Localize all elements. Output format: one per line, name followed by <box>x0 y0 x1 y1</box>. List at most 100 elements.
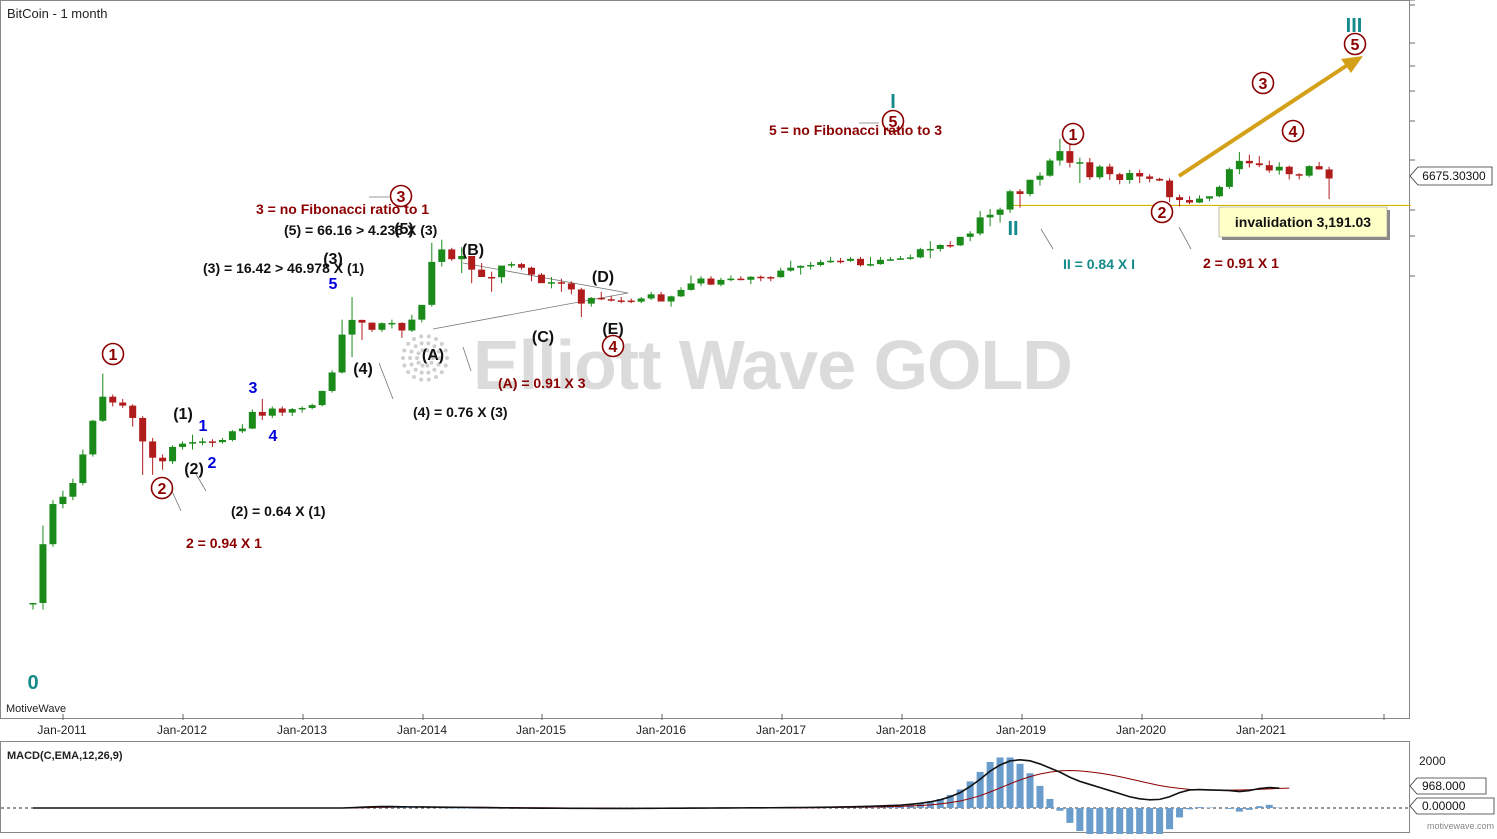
candle-103 <box>1056 139 1063 166</box>
candle-64 <box>668 296 675 307</box>
candle-97 <box>997 208 1004 223</box>
candle-124 <box>1266 161 1273 173</box>
candle-115 <box>1176 195 1183 207</box>
wave-label-29: I <box>890 91 896 113</box>
macd-hist-bar-107 <box>1096 808 1103 834</box>
candle-90 <box>927 241 934 258</box>
candle-27 <box>299 406 306 412</box>
wave-label-11: 5 <box>329 276 338 293</box>
candle-71 <box>737 276 744 280</box>
candle-35 <box>378 322 385 332</box>
candle-18 <box>209 439 216 447</box>
wave-label-22: (B) <box>462 242 484 259</box>
chart-title: BitCoin - 1 month <box>7 6 107 21</box>
label-connector-2 <box>379 363 393 399</box>
macd-hist-bar-101 <box>1036 786 1043 808</box>
wave-label-31: II = 0.84 X I <box>1063 256 1135 272</box>
candle-4 <box>69 479 76 500</box>
candle-70 <box>727 275 734 281</box>
candle-14 <box>169 445 176 464</box>
candle-42 <box>448 248 455 261</box>
macd-hist-bar-108 <box>1106 808 1113 834</box>
candle-26 <box>289 408 296 416</box>
candle-31 <box>339 320 346 374</box>
price-axis[interactable]: 6675.30300 <box>1410 0 1497 719</box>
label-connector-3 <box>463 347 471 371</box>
candle-59 <box>618 297 625 303</box>
wave-label-38: III <box>1346 15 1363 37</box>
candle-32 <box>349 297 356 357</box>
wave-label-28: 5 = no Fibonacci ratio to 3 <box>769 122 942 138</box>
candle-36 <box>388 320 395 329</box>
candle-101 <box>1036 172 1043 185</box>
candle-37 <box>398 322 405 338</box>
candle-122 <box>1246 155 1253 168</box>
macd-hist-bar-114 <box>1166 808 1173 829</box>
candle-118 <box>1206 196 1213 201</box>
time-tick-2: Jan-2013 <box>277 723 327 737</box>
wave-label-5: (2) <box>184 461 204 478</box>
candle-111 <box>1136 170 1143 183</box>
macd-hist-bar-103 <box>1056 808 1063 811</box>
candle-11 <box>139 416 146 475</box>
candle-69 <box>717 278 724 286</box>
watermark: Elliott Wave GOLD <box>473 326 1072 404</box>
candle-109 <box>1116 173 1123 184</box>
svg-text:3: 3 <box>1259 76 1268 93</box>
candle-80 <box>827 257 834 263</box>
candle-63 <box>658 292 665 302</box>
candle-123 <box>1256 156 1263 167</box>
wave-label-21: (A) = 0.91 X 3 <box>498 375 586 391</box>
macd-hist-bar-123 <box>1256 806 1263 808</box>
price-chart[interactable]: BitCoin - 1 month MotiveWave Elliott Wave … <box>1 1 1411 720</box>
macd-axis-tick: 2000 <box>1419 754 1446 768</box>
candle-106 <box>1086 158 1093 180</box>
wave-label-6: (2) = 0.64 X (1) <box>231 503 326 519</box>
candle-29 <box>319 391 326 407</box>
wave-label-13: (3) = 16.42 > 46.978 X (1) <box>203 260 364 276</box>
label-connector-6 <box>1041 229 1053 249</box>
candle-17 <box>199 438 206 445</box>
candle-44 <box>468 256 475 283</box>
svg-text:4: 4 <box>1289 124 1298 141</box>
candle-24 <box>269 406 276 417</box>
macd-hist-bar-105 <box>1076 808 1083 831</box>
candle-89 <box>917 248 924 259</box>
candle-127 <box>1296 173 1303 179</box>
macd-signal-line <box>33 770 1289 808</box>
wave-label-32: 1 <box>1063 124 1084 145</box>
candle-76 <box>787 261 794 272</box>
candle-68 <box>707 276 714 285</box>
svg-text:4: 4 <box>609 339 618 356</box>
wave-label-2: 2 <box>152 478 173 499</box>
invalidation-text: invalidation 3,191.03 <box>1235 214 1371 230</box>
wave-label-33: 2 <box>1152 202 1173 223</box>
candle-51 <box>538 273 545 283</box>
wave-label-35: 3 <box>1253 73 1274 94</box>
macd-hist-bar-104 <box>1066 808 1073 823</box>
time-tick-4: Jan-2015 <box>516 723 566 737</box>
candle-19 <box>219 438 226 444</box>
macd-hist-bar-106 <box>1086 808 1093 834</box>
macd-panel[interactable]: MACD(C,EMA,12,26,9) <box>0 741 1410 833</box>
candle-12 <box>149 438 156 475</box>
candle-77 <box>797 265 804 274</box>
candle-120 <box>1226 168 1233 189</box>
candle-15 <box>179 441 186 449</box>
wave-label-8: 2 <box>208 455 217 472</box>
candle-73 <box>757 275 764 281</box>
wave-label-10: 4 <box>269 428 278 445</box>
candle-93 <box>957 237 964 246</box>
macd-hist-bar-115 <box>1176 808 1183 817</box>
main-chart-panel[interactable]: BitCoin - 1 month MotiveWave Elliott Wave … <box>0 0 1410 719</box>
macd-hist-bar-120 <box>1226 808 1233 809</box>
brand-label: MotiveWave <box>6 703 66 715</box>
candle-61 <box>638 297 645 303</box>
candle-84 <box>867 257 874 267</box>
candle-87 <box>897 256 904 260</box>
candle-23 <box>259 399 266 420</box>
candle-3 <box>59 491 66 509</box>
wave-label-26: 4 <box>603 336 624 357</box>
time-tick-10: Jan-2021 <box>1236 723 1286 737</box>
